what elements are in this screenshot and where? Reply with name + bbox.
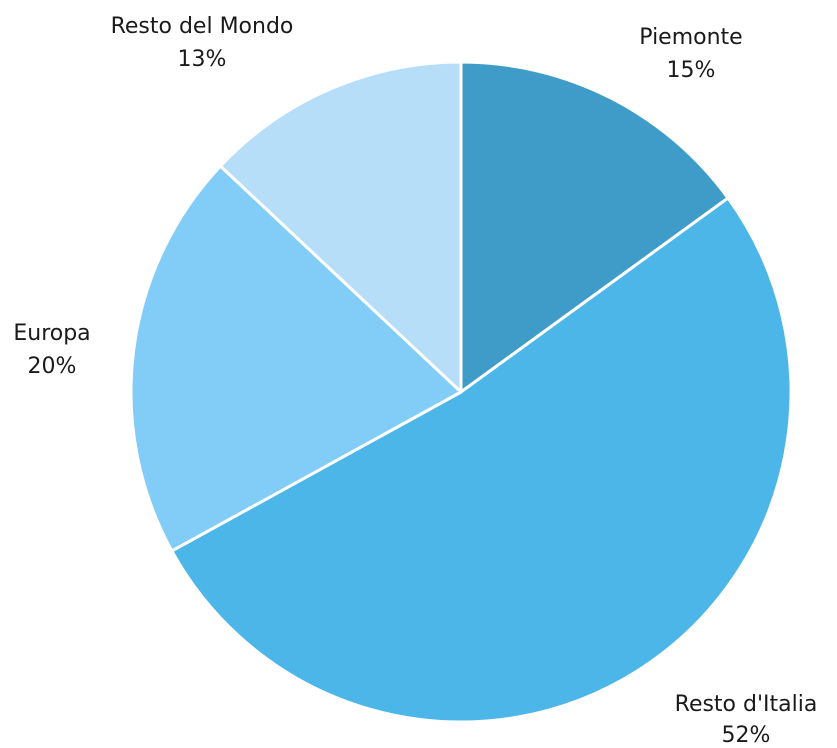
slice-value-label: 15% [667,58,716,83]
slice-value-label: 13% [178,47,227,72]
slice-name-label: Resto d'Italia [675,692,818,717]
slice-name-label: Resto del Mondo [111,14,294,39]
pie-slices [131,62,791,722]
slice-value-label: 52% [722,723,771,748]
slice-value-label: 20% [28,354,77,379]
slice-name-label: Europa [13,321,90,346]
slice-name-label: Piemonte [639,25,742,50]
